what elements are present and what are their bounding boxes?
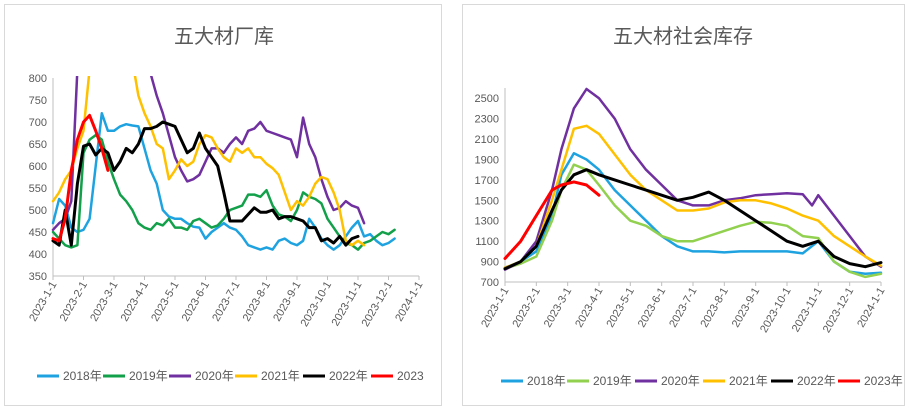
series-line-5 — [503, 180, 601, 260]
x-tick-label: 2023-7-1 — [667, 286, 699, 330]
y-tick-label: 600 — [29, 161, 47, 173]
y-tick-label: 2500 — [475, 93, 499, 105]
legend-label: 2021年 — [261, 369, 300, 383]
y-tick-label: 650 — [29, 139, 47, 151]
legend-label: 2019年 — [129, 369, 168, 383]
y-tick-label: 1500 — [475, 195, 499, 207]
x-tick-label: 2023-2-1 — [58, 280, 90, 324]
legend-label: 2023年 — [864, 374, 903, 388]
y-tick-label: 2300 — [475, 114, 499, 126]
y-tick-label: 750 — [29, 95, 47, 107]
series-line-4 — [503, 168, 883, 271]
x-tick-label: 2023-6-1 — [180, 280, 212, 324]
series-line-5 — [51, 113, 110, 243]
chart-title: 五大材社会库存 — [613, 24, 753, 48]
chart-social-inventory: 五大材社会库存 700 900 1100 1300 1500 1700 1900 2100 230… — [475, 24, 903, 388]
x-tick-label: 2023-6-1 — [636, 286, 668, 330]
legend-label: 2018年 — [527, 374, 566, 388]
chart-panel-left: 五大材厂库 350 400 450 500 550 600 650 700 750 800 2023-… — [4, 4, 442, 406]
y-tick-label: 1700 — [475, 175, 499, 187]
x-tick-label: 2023-8-1 — [241, 280, 273, 324]
x-tick-label: 2023-2-1 — [511, 286, 543, 330]
legend-label: 2020年 — [195, 369, 234, 383]
y-tick-label: 700 — [481, 277, 499, 289]
y-tick-label: 350 — [29, 271, 47, 283]
chart-panel-right: 五大材社会库存 700 900 1100 1300 1500 1700 1900 2100 230… — [462, 4, 905, 406]
y-tick-label: 1900 — [475, 154, 499, 166]
series-line-1 — [51, 133, 396, 251]
y-tick-label: 700 — [29, 117, 47, 129]
y-tick-label: 900 — [481, 257, 499, 269]
y-tick-label: 450 — [29, 227, 47, 239]
x-tick-label: 2023-8-1 — [699, 286, 731, 330]
x-tick-label: 2023-9-1 — [271, 280, 303, 324]
series-line-3 — [503, 124, 883, 269]
x-tick-label: 2023-10-1 — [299, 280, 334, 329]
series-line-3 — [51, 76, 366, 247]
legend-label: 2020年 — [661, 374, 700, 388]
x-tick-label: 2023-11-1 — [330, 280, 365, 329]
y-tick-label: 550 — [29, 183, 47, 195]
x-tick-label: 2023-10-1 — [758, 286, 793, 335]
x-tick-label: 2023-9-1 — [730, 286, 762, 330]
x-tick-label: 2023-3-1 — [88, 280, 120, 324]
legend-label: 2022年 — [797, 374, 836, 388]
y-tick-label: 500 — [29, 205, 47, 217]
legend-label: 2019年 — [593, 374, 632, 388]
x-tick-label: 2023-11-1 — [790, 286, 825, 335]
y-tick-label: 1300 — [475, 216, 499, 228]
x-tick-label: 2023-5-1 — [605, 286, 637, 330]
x-tick-label: 2023-4-1 — [119, 280, 151, 324]
x-tick-label: 2023-7-1 — [210, 280, 242, 324]
x-tick-label: 2023-5-1 — [149, 280, 181, 324]
x-tick-label: 2023-4-1 — [573, 286, 605, 330]
x-tick-label: 2023-12-1 — [360, 280, 395, 329]
y-tick-label: 2100 — [475, 134, 499, 146]
x-tick-label: 2023-12-1 — [821, 286, 856, 335]
series-line-0 — [51, 111, 396, 251]
legend-label: 2022年 — [329, 369, 368, 383]
legend-label: 2018年 — [63, 369, 102, 383]
chart-title: 五大材厂库 — [174, 24, 274, 48]
legend-label: 2021年 — [729, 374, 768, 388]
y-tick-label: 800 — [29, 73, 47, 85]
x-tick-label: 2023-3-1 — [542, 286, 574, 330]
x-tick-label: 2023-1-1 — [27, 280, 59, 324]
y-tick-label: 400 — [29, 249, 47, 261]
y-tick-label: 1100 — [475, 236, 499, 248]
x-tick-label: 2023-1-1 — [479, 286, 511, 330]
series-line-2 — [503, 87, 883, 271]
legend-label: 2023 — [397, 369, 424, 383]
x-tick-label: 2024-1-1 — [855, 286, 887, 330]
x-tick-label: 2024-1-1 — [393, 280, 425, 324]
series-line-4 — [51, 120, 360, 247]
chart-factory-inventory: 五大材厂库 350 400 450 500 550 600 650 700 750 800 2023-… — [27, 24, 425, 383]
series-line-1 — [503, 163, 883, 279]
